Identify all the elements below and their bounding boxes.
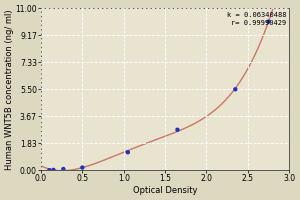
X-axis label: Optical Density: Optical Density <box>133 186 197 195</box>
Point <box>47 169 52 172</box>
Point <box>51 168 56 172</box>
Point <box>61 167 66 171</box>
Y-axis label: Human WNT5B concentration (ng/ ml): Human WNT5B concentration (ng/ ml) <box>5 9 14 170</box>
Point <box>80 166 85 169</box>
Point <box>125 151 130 154</box>
Point <box>175 128 180 131</box>
Point <box>266 20 271 23</box>
Text: k = 0.06340488
r= 0.99990429: k = 0.06340488 r= 0.99990429 <box>227 12 286 26</box>
Point <box>233 88 238 91</box>
